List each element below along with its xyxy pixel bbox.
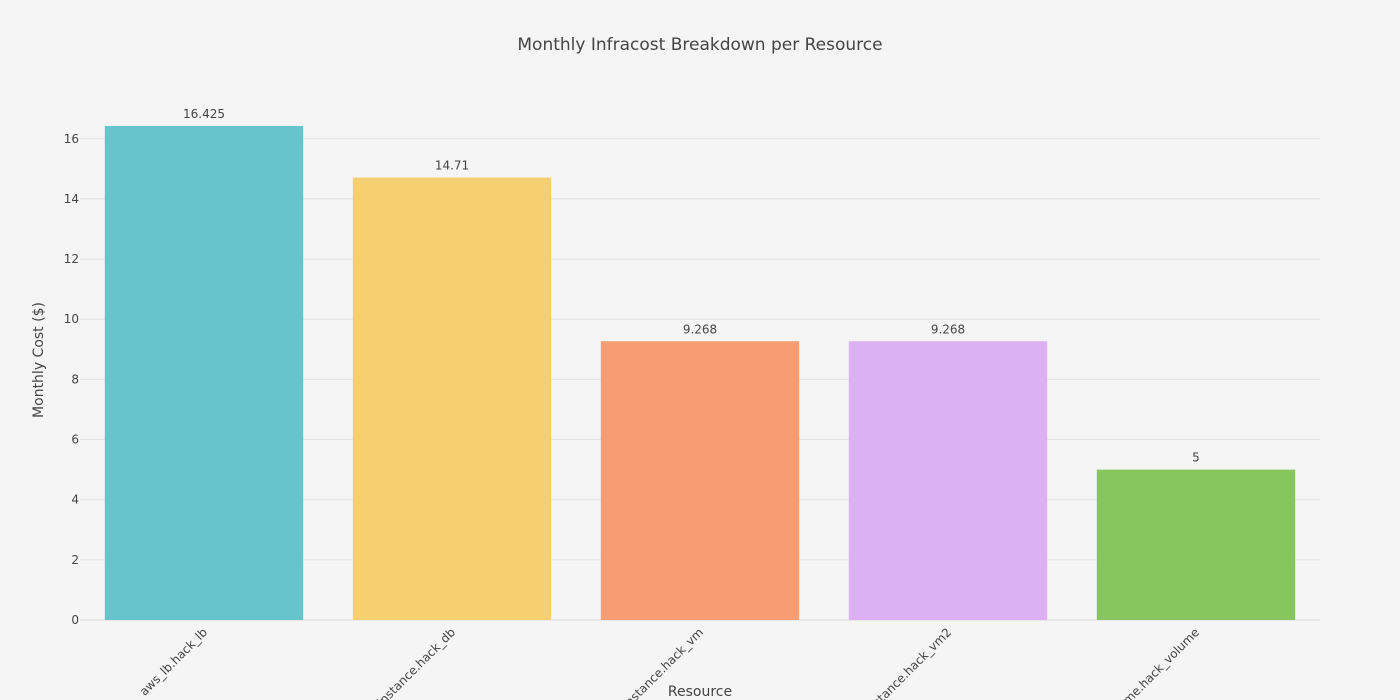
- y-tick-label: 6: [71, 433, 79, 447]
- bar: [600, 341, 800, 620]
- y-tick-label: 16: [64, 132, 79, 146]
- bar: [104, 126, 304, 620]
- bar-value-label: 9.268: [931, 322, 965, 336]
- y-tick-label: 12: [64, 252, 79, 266]
- bar-value-label: 14.71: [435, 159, 469, 173]
- y-tick-label: 0: [71, 613, 79, 627]
- bar: [352, 177, 552, 621]
- x-tick-label: volume.hack_volume: [1102, 625, 1202, 700]
- bars: [104, 126, 1296, 621]
- x-tick-label: instance.hack_vm2: [862, 625, 954, 700]
- y-tick-label: 14: [64, 192, 79, 206]
- x-tick-label: instance.hack_db: [374, 625, 458, 700]
- chart-title: Monthly Infracost Breakdown per Resource: [517, 35, 882, 55]
- y-tick-label: 10: [64, 312, 79, 326]
- bar-value-label: 5: [1192, 451, 1200, 465]
- y-tick-label: 2: [71, 553, 79, 567]
- bar-labels: 16.425 14.71 9.268 9.268 5: [183, 107, 1200, 465]
- x-tick-label: aws_lb.hack_lb: [137, 625, 210, 698]
- y-axis-ticks: 0 2 4 6 8 10 12 14 16: [64, 132, 79, 627]
- y-tick-label: 8: [71, 372, 79, 386]
- y-tick-label: 4: [71, 493, 79, 507]
- bar: [1096, 469, 1296, 620]
- bar: [848, 341, 1048, 620]
- x-axis-title: Resource: [668, 684, 732, 700]
- y-axis-title: Monthly Cost ($): [31, 302, 47, 418]
- bar-value-label: 16.425: [183, 107, 225, 121]
- bar-value-label: 9.268: [683, 322, 717, 336]
